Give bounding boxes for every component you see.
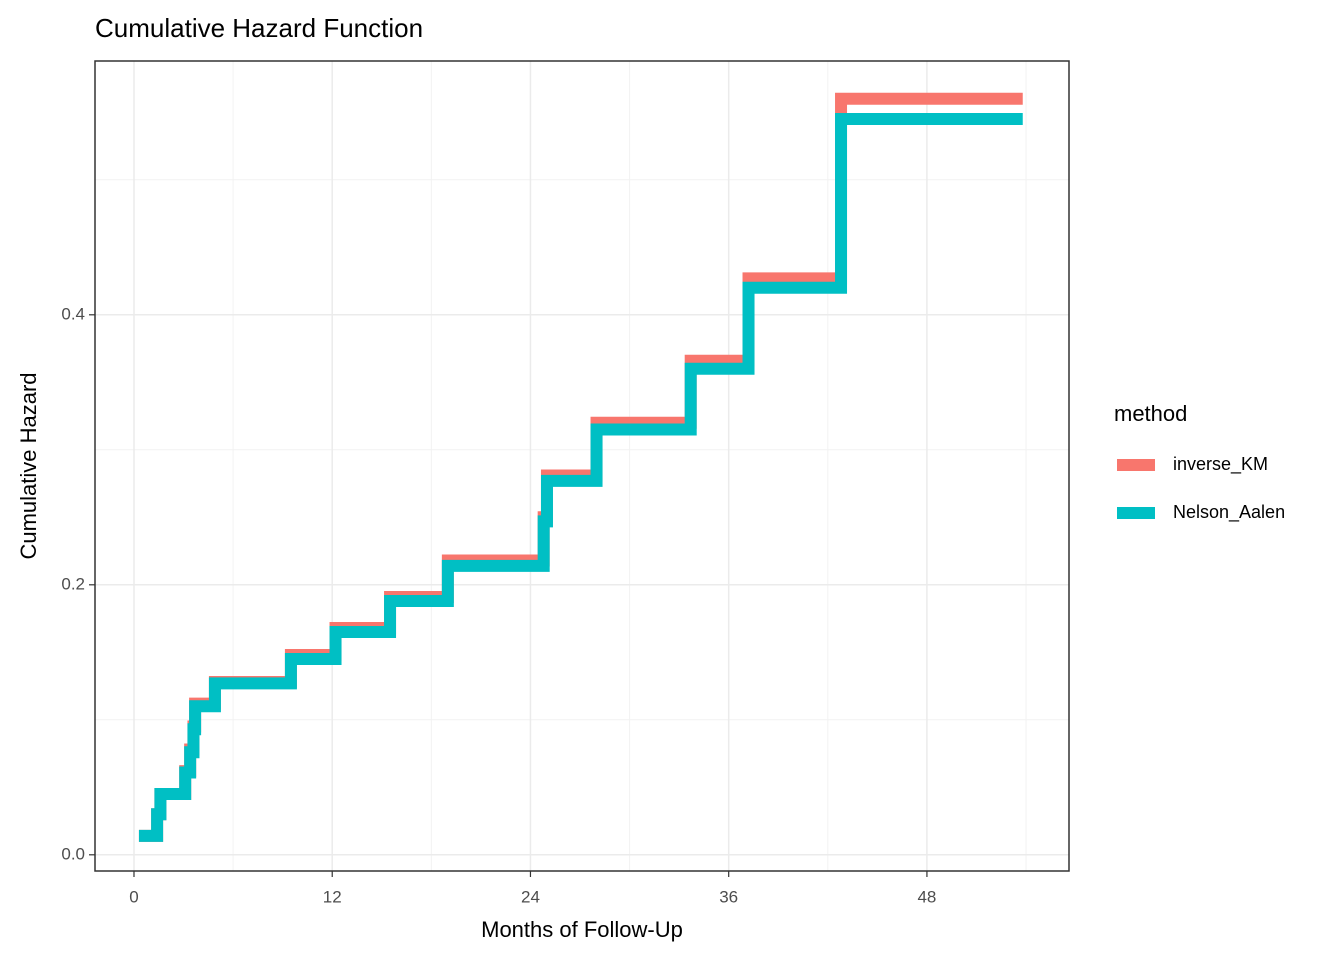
legend-label: Nelson_Aalen — [1173, 502, 1285, 523]
step-line — [138, 113, 1023, 842]
y-tick-label: 0.2 — [61, 574, 85, 593]
chart-title: Cumulative Hazard Function — [95, 13, 423, 43]
x-tick-label: 24 — [521, 887, 540, 906]
y-tick-label: 0.4 — [61, 304, 85, 323]
plot-border — [94, 60, 1070, 872]
x-tick-label: 36 — [719, 887, 738, 906]
x-tick-label: 12 — [323, 887, 342, 906]
plot-background — [95, 61, 1069, 871]
x-tick-label: 48 — [917, 887, 936, 906]
x-axis-label: Months of Follow-Up — [481, 917, 683, 942]
y-axis-label: Cumulative Hazard — [16, 372, 41, 559]
x-tick-label: 0 — [129, 887, 138, 906]
legend-label: inverse_KM — [1173, 454, 1268, 475]
legend-title: method — [1114, 401, 1187, 426]
y-tick-label: 0.0 — [61, 844, 85, 863]
